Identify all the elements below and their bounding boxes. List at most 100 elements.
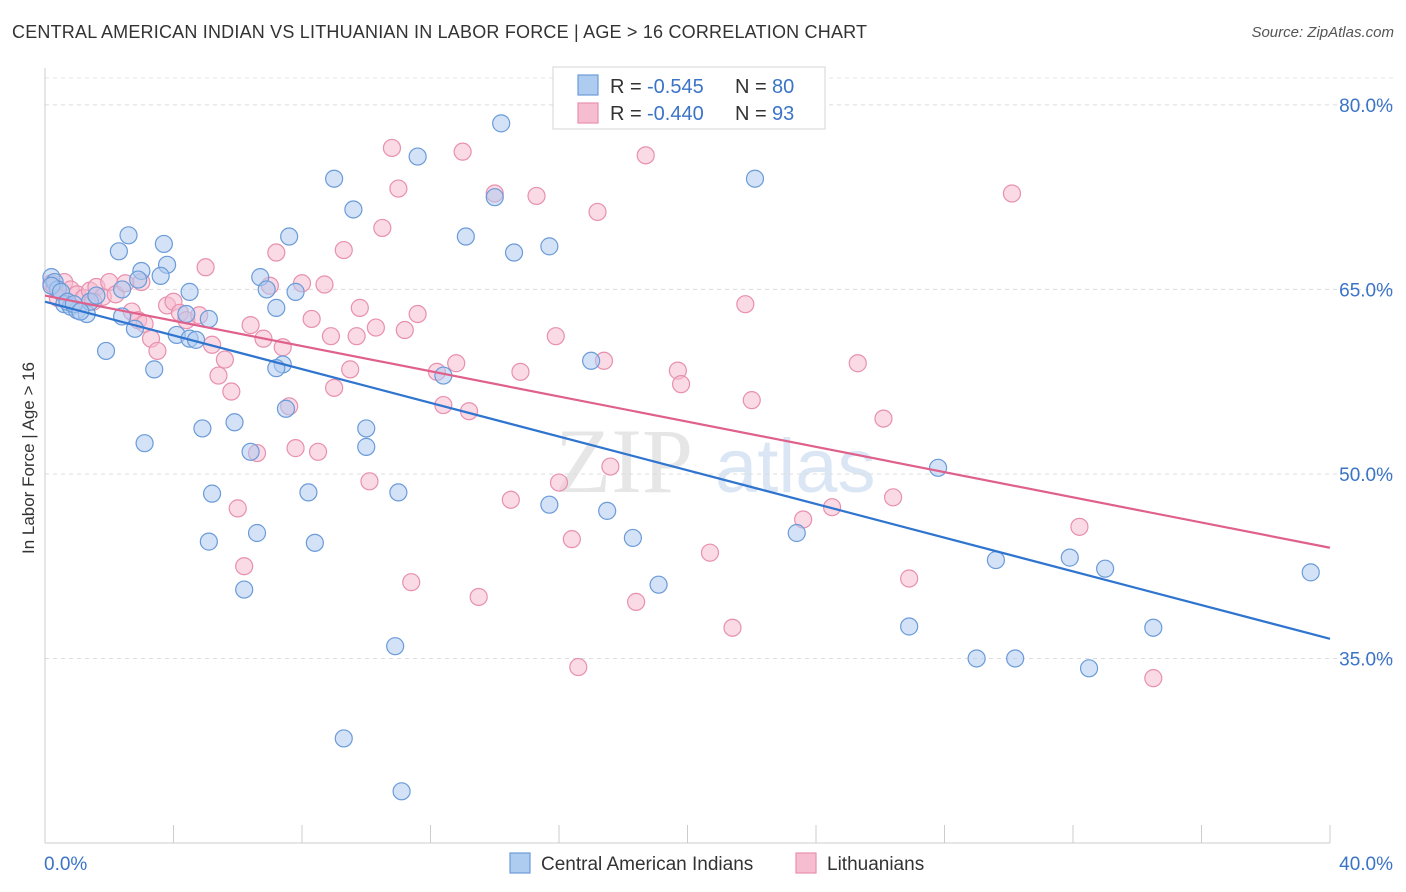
point-lithuanians [215, 350, 234, 369]
point-lithuanians [700, 543, 720, 562]
point-lithuanians [569, 657, 588, 677]
point-central-american-indians [928, 458, 948, 477]
point-lithuanians [196, 258, 215, 277]
point-central-american-indians [154, 234, 173, 254]
point-central-american-indians [386, 637, 405, 656]
chart-title: CENTRAL AMERICAN INDIAN VS LITHUANIAN IN… [12, 22, 868, 42]
point-lithuanians [501, 490, 520, 509]
point-central-american-indians [299, 483, 318, 502]
point-central-american-indians [967, 649, 986, 668]
point-lithuanians [562, 530, 581, 549]
point-lithuanians [350, 298, 369, 317]
point-lithuanians [601, 457, 620, 476]
point-central-american-indians [392, 782, 411, 801]
point-central-american-indians [1079, 659, 1099, 678]
point-central-american-indians [225, 413, 244, 432]
point-lithuanians [447, 354, 466, 373]
point-lithuanians [900, 569, 919, 588]
watermark-atlas: atlas [715, 424, 876, 509]
point-lithuanians [1144, 669, 1163, 688]
point-central-american-indians [119, 226, 138, 245]
legend-r-value-blue: -0.545 [647, 76, 704, 98]
point-lithuanians [228, 499, 247, 518]
point-lithuanians [527, 186, 546, 206]
point-central-american-indians [280, 227, 299, 246]
point-lithuanians [148, 341, 167, 361]
point-lithuanians [222, 382, 241, 401]
point-lithuanians [389, 179, 408, 198]
point-central-american-indians [202, 484, 222, 503]
point-central-american-indians [305, 533, 324, 552]
point-lithuanians [874, 409, 893, 428]
point-central-american-indians [112, 280, 132, 299]
point-central-american-indians [267, 298, 286, 317]
point-central-american-indians [109, 242, 128, 261]
point-central-american-indians [199, 532, 218, 551]
point-lithuanians [373, 218, 392, 238]
series-central-american-indians [42, 114, 1320, 801]
y-tick-label: 80.0% [1339, 96, 1393, 117]
point-central-american-indians [598, 501, 617, 520]
point-central-american-indians [540, 495, 559, 514]
trend-line-central-american-indians [44, 300, 1331, 640]
legend-n-label-pink: N = [735, 103, 767, 125]
point-lithuanians [308, 442, 328, 461]
x-tick-max: 40.0% [1339, 854, 1393, 875]
point-central-american-indians [235, 580, 254, 599]
axes [44, 68, 1331, 844]
point-lithuanians [267, 243, 286, 262]
legend-n-value-pink: 93 [772, 103, 794, 125]
point-central-american-indians [649, 575, 668, 594]
source-label: Source: ZipAtlas.com [1251, 24, 1394, 41]
point-lithuanians [302, 309, 321, 329]
point-lithuanians [235, 557, 254, 576]
y-tick-label: 35.0% [1339, 649, 1393, 670]
y-tick-label: 65.0% [1339, 280, 1393, 301]
point-lithuanians [883, 488, 903, 507]
point-central-american-indians [177, 304, 196, 324]
point-lithuanians [334, 240, 353, 260]
point-lithuanians [723, 618, 742, 637]
point-central-american-indians [357, 437, 376, 456]
legend-n-label-blue: N = [735, 76, 767, 98]
point-lithuanians [736, 295, 755, 314]
point-central-american-indians [504, 243, 524, 262]
point-central-american-indians [334, 729, 353, 748]
point-central-american-indians [745, 169, 765, 188]
trend-lines [44, 294, 1331, 640]
legend-r-label-pink: R = [610, 103, 642, 125]
point-central-american-indians [151, 266, 170, 285]
point-lithuanians [469, 587, 488, 607]
point-lithuanians [549, 473, 569, 492]
point-central-american-indians [389, 483, 408, 502]
legend-n-value-blue: 80 [772, 76, 794, 98]
bottom-legend-swatch-pink [795, 852, 817, 874]
point-central-american-indians [1060, 548, 1079, 567]
point-lithuanians [511, 362, 530, 381]
point-central-american-indians [408, 147, 427, 166]
point-central-american-indians [1301, 563, 1320, 582]
point-central-american-indians [456, 227, 475, 246]
point-central-american-indians [247, 523, 267, 543]
stats-legend: R = -0.545 N = 80 R = -0.440 N = 93 [552, 66, 826, 130]
legend-r-label-blue: R = [610, 76, 642, 98]
point-central-american-indians [787, 523, 806, 543]
point-lithuanians [1002, 184, 1022, 203]
point-lithuanians [321, 327, 341, 346]
point-central-american-indians [582, 351, 601, 370]
bottom-legend-label-blue: Central American Indians [541, 854, 753, 875]
point-lithuanians [848, 354, 867, 373]
watermark-zip: ZIP [555, 410, 693, 512]
y-tick-labels: 35.0% 50.0% 65.0% 80.0% [1339, 96, 1393, 671]
point-central-american-indians [485, 188, 504, 207]
point-lithuanians [286, 439, 305, 458]
bottom-legend-swatch-blue [509, 852, 531, 874]
point-central-american-indians [1096, 559, 1115, 578]
point-lithuanians [366, 318, 385, 337]
point-lithuanians [588, 202, 607, 222]
point-central-american-indians [241, 442, 260, 461]
point-central-american-indians [900, 617, 919, 636]
point-central-american-indians [96, 341, 116, 361]
point-lithuanians [382, 138, 402, 158]
